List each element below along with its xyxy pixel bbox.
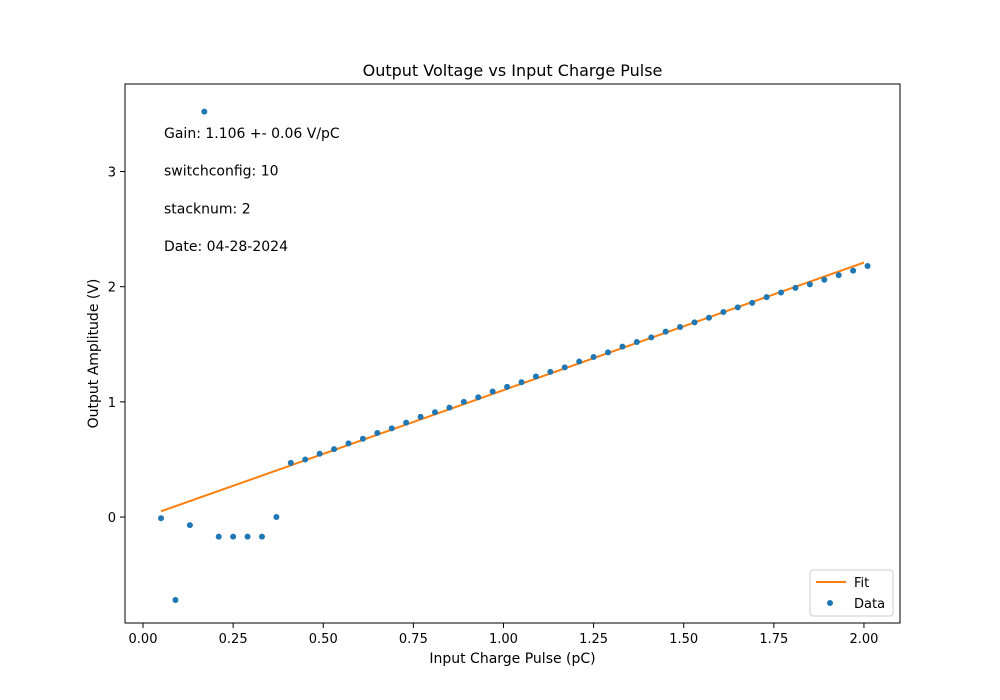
annotation-text: Date: 04-28-2024: [164, 239, 288, 255]
data-point: [359, 435, 366, 442]
data-point: [648, 334, 655, 341]
y-axis-ticks: 0 1 2 3: [108, 166, 125, 526]
data-point: [677, 324, 684, 331]
data-point: [619, 343, 626, 350]
data-point: [590, 353, 597, 360]
data-point: [403, 419, 410, 426]
data-point: [388, 425, 395, 432]
data-point: [662, 328, 669, 335]
data-point: [734, 304, 741, 311]
data-point: [778, 289, 785, 296]
data-point: [749, 299, 756, 306]
data-point: [633, 338, 640, 345]
x-tick-label: 0.00: [129, 632, 158, 647]
legend-data-label: Data: [854, 597, 885, 612]
chart-title: Output Voltage vs Input Charge Pulse: [363, 61, 663, 80]
data-point: [792, 284, 799, 291]
data-point: [374, 429, 381, 436]
data-point: [302, 456, 309, 463]
data-point: [158, 515, 165, 522]
x-tick-label: 2.00: [849, 632, 878, 647]
data-point: [720, 309, 727, 316]
x-axis-label: Input Charge Pulse (pC): [429, 651, 595, 667]
data-point: [432, 409, 438, 416]
data-point: [864, 262, 871, 269]
data-point: [316, 450, 323, 457]
data-point: [172, 596, 179, 603]
data-point: [561, 364, 568, 371]
data-point: [273, 514, 280, 521]
fit-series: [160, 261, 865, 513]
y-tick-label: 3: [108, 166, 116, 181]
data-point: [821, 276, 828, 283]
data-point: [215, 533, 222, 540]
y-axis-label: Output Amplitude (V): [86, 279, 102, 429]
data-point: [605, 349, 612, 356]
data-point: [547, 368, 554, 375]
data-point: [186, 522, 193, 529]
data-point: [331, 446, 338, 453]
data-point: [417, 413, 424, 420]
data-point: [230, 533, 237, 540]
data-point: [763, 294, 770, 301]
annotation-text: Gain: 1.106 +- 0.06 V/pC: [164, 126, 340, 142]
annotation-text: switchconfig: 10: [164, 164, 279, 180]
data-point: [287, 459, 294, 466]
data-point: [504, 383, 511, 390]
y-tick-label: 1: [108, 396, 116, 411]
x-tick-label: 1.50: [669, 632, 698, 647]
x-tick-label: 0.25: [219, 632, 248, 647]
data-point: [850, 267, 857, 274]
x-tick-label: 1.75: [759, 632, 788, 647]
data-point: [244, 533, 251, 540]
plot-frame: [124, 83, 901, 624]
annotations: Gain: 1.106 +- 0.06 V/pC switchconfig: 10…: [164, 126, 340, 255]
data-point: [201, 108, 208, 115]
legend-fit-label: Fit: [854, 576, 869, 591]
fit-line: [160, 261, 865, 513]
data-point: [576, 358, 583, 365]
data-point: [691, 319, 698, 326]
y-tick-label: 2: [108, 281, 116, 296]
data-point: [258, 533, 265, 540]
plot-area: [125, 84, 900, 623]
x-tick-label: 1.00: [489, 632, 518, 647]
data-point: [446, 404, 453, 411]
x-tick-label: 0.50: [309, 632, 338, 647]
annotation-text: stacknum: 2: [164, 201, 251, 217]
x-tick-label: 0.75: [399, 632, 428, 647]
legend-data-swatch: [827, 600, 833, 606]
data-point: [705, 314, 712, 321]
x-tick-label: 1.25: [579, 632, 608, 647]
data-point: [532, 373, 539, 380]
x-axis-ticks: 0.00 0.25 0.50 0.75 1.00 1.25 1.50 1.75 2.00: [129, 623, 878, 647]
data-point: [835, 272, 842, 279]
legend: Fit Data: [809, 569, 894, 617]
data-point: [489, 388, 496, 395]
data-point: [475, 394, 482, 401]
data-point: [460, 398, 467, 405]
data-point: [345, 440, 352, 447]
data-point: [518, 379, 525, 386]
data-series: [158, 108, 871, 603]
y-tick-label: 0: [108, 511, 116, 526]
data-point: [806, 281, 813, 288]
